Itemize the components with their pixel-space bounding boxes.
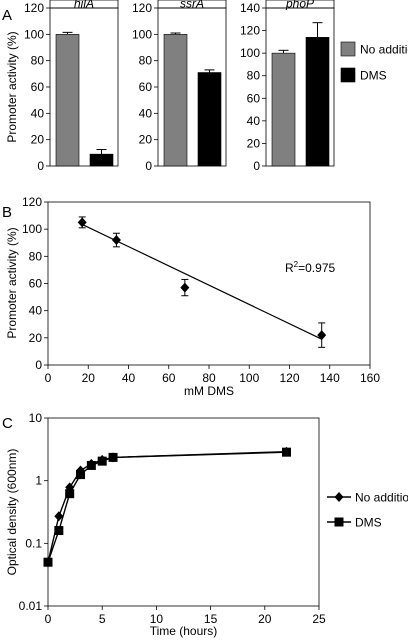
panel-a-legend-swatch-no-addition xyxy=(340,41,356,57)
panel-a-hilA-bar-no-addition xyxy=(55,34,80,167)
panel-a-ylabel: Promoter activity (%) xyxy=(5,31,19,142)
panel-a-phoP-bar-no-addition xyxy=(271,52,296,167)
panel-b-xtick-label: 0 xyxy=(45,371,52,385)
panel-c-legend-label-no-addition: No addition xyxy=(355,491,408,505)
panel-b-xtick-label: 60 xyxy=(162,371,176,385)
panel-a-phoP-ytick-label: 100 xyxy=(240,46,260,60)
panel-c-point-dms xyxy=(86,460,96,470)
panel-a-ssrA-ytick-label: 60 xyxy=(139,80,153,94)
panel-b-data-point xyxy=(180,282,190,293)
panel-a-ssrA-bar-dms xyxy=(197,72,222,167)
panel-a-hilA-ytick-label: 0 xyxy=(37,159,44,173)
panel-c-point-dms xyxy=(54,526,64,536)
panel-b-trendline xyxy=(81,223,322,340)
panel-letter-a: A xyxy=(2,7,12,24)
panel-c-xtick-label: 20 xyxy=(258,612,272,626)
panel-b-ytick-label: 120 xyxy=(22,195,42,209)
panel-a-ssrA-ytick-label: 100 xyxy=(132,27,152,41)
panel-c-legend-label-dms: DMS xyxy=(355,516,382,530)
panel-b-ytick-label: 20 xyxy=(29,331,43,345)
panel-a-phoP-title: phoP xyxy=(285,0,314,11)
panel-c-legend-marker-no-addition xyxy=(334,492,344,502)
panel-c-ytick-label: 0.01 xyxy=(19,599,43,613)
panel-a-hilA-ytick-label: 60 xyxy=(31,80,45,94)
panel-a-phoP-ytick-label: 20 xyxy=(247,136,261,150)
panel-c-ytick-label: 0.1 xyxy=(25,536,42,550)
panel-c-xtick-label: 10 xyxy=(150,612,164,626)
panel-a-legend-label-dms: DMS xyxy=(360,69,387,83)
panel-b-ytick-label: 40 xyxy=(29,304,43,318)
panel-a-ssrA-ytick-label: 80 xyxy=(139,54,153,68)
panel-b-ytick-label: 100 xyxy=(22,222,42,236)
panel-b-xtick-label: 120 xyxy=(279,371,299,385)
panel-a-ssrA-ytick-label: 40 xyxy=(139,106,153,120)
panel-c-ytick-label: 10 xyxy=(29,411,43,425)
panel-b-ytick-label: 60 xyxy=(29,277,43,291)
panel-c-ylabel: Optical density (600nm) xyxy=(5,449,19,576)
panel-c-series-line-no-addition xyxy=(47,450,287,563)
panel-b-xtick-label: 140 xyxy=(320,371,340,385)
panel-a-phoP-ytick-label: 120 xyxy=(240,24,260,38)
panel-a-hilA-ytick-label: 40 xyxy=(31,106,45,120)
panel-a-hilA-bar-dms xyxy=(89,153,114,167)
panel-a-phoP-plot-frame xyxy=(265,7,335,167)
panel-letter-b: B xyxy=(2,204,12,221)
panel-c-xlabel: Time (hours) xyxy=(150,624,218,638)
panel-a-phoP-bar-dms xyxy=(305,37,330,167)
panel-a-phoP-ytick-label: 60 xyxy=(247,91,261,105)
panel-b-xtick-label: 100 xyxy=(239,371,259,385)
panel-c-xtick-label: 0 xyxy=(45,612,52,626)
panel-letter-c: C xyxy=(2,415,13,432)
panel-a-ssrA-title: ssrA xyxy=(180,0,204,11)
panel-c-point-dms xyxy=(76,470,86,480)
panel-c-legend-marker-dms xyxy=(334,517,344,527)
panel-b-xtick-label: 160 xyxy=(360,371,380,385)
panel-a-ssrA-bar-no-addition xyxy=(163,34,188,167)
panel-b-xtick-label: 20 xyxy=(82,371,96,385)
panel-a-ssrA-ytick-label: 0 xyxy=(145,159,152,173)
panel-c-point-dms xyxy=(97,456,107,466)
panel-a-phoP-ytick-label: 80 xyxy=(247,69,261,83)
panel-b-scatter-chart: 0 20 40 60 80 100 120 0 20 40 60 80 100 120 140 160 R2=0… xyxy=(5,195,380,398)
panel-a-legend-label-no-addition: No addition xyxy=(360,43,408,57)
panel-c-growth-chart: 0.01 0.1 1 10 0 5 10 15 20 25 No addition DMS Time (… xyxy=(5,411,408,638)
panel-a-hilA-ytick-label: 20 xyxy=(31,133,45,147)
panel-a-hilA-ytick-label: 100 xyxy=(24,27,44,41)
panel-b-data-point xyxy=(111,235,121,246)
panel-b-xlabel: mM DMS xyxy=(184,384,234,398)
panel-b-xtick-label: 40 xyxy=(122,371,136,385)
panel-a-phoP-ytick-label: 40 xyxy=(247,114,261,128)
panel-b-r-squared-annotation: R2=0.975 xyxy=(285,260,335,275)
panel-c-xtick-label: 15 xyxy=(204,612,218,626)
panel-c-point-dms xyxy=(65,489,75,499)
panel-a-legend-swatch-dms xyxy=(340,67,356,83)
panel-b-data-point xyxy=(77,217,87,228)
panel-a-hilA-title: hilA xyxy=(74,0,94,11)
panel-a-hilA-ytick-label: 80 xyxy=(31,54,45,68)
panel-a-ssrA-ytick-label: 20 xyxy=(139,133,153,147)
panel-c-ytick-label: 1 xyxy=(35,474,42,488)
panel-b-xtick-label: 80 xyxy=(202,371,216,385)
panel-c-xtick-label: 5 xyxy=(99,612,106,626)
panel-b-data-point xyxy=(317,330,327,341)
panel-c-point-dms xyxy=(43,557,53,567)
panel-a-bar-charts: hilA 0 20 40 60 80 100 120 ssrA 0 20 40 60 80 100 120 ph… xyxy=(5,0,408,173)
panel-a-phoP-ytick-label: 140 xyxy=(240,1,260,15)
panel-a-hilA-ytick-label: 120 xyxy=(24,1,44,15)
panel-b-ytick-label: 80 xyxy=(29,249,43,263)
panel-c-point-dms xyxy=(281,447,291,457)
panel-b-ytick-label: 0 xyxy=(35,358,42,372)
panel-a-ssrA-ytick-label: 120 xyxy=(132,1,152,15)
panel-c-xtick-label: 25 xyxy=(312,612,326,626)
panel-c-point-dms xyxy=(108,452,118,462)
panel-a-phoP-ytick-label: 0 xyxy=(253,159,260,173)
panel-b-ylabel: Promoter activity (%) xyxy=(5,227,19,338)
panel-c-plot-frame xyxy=(47,417,320,607)
panel-c-point-no-addition xyxy=(54,511,64,522)
